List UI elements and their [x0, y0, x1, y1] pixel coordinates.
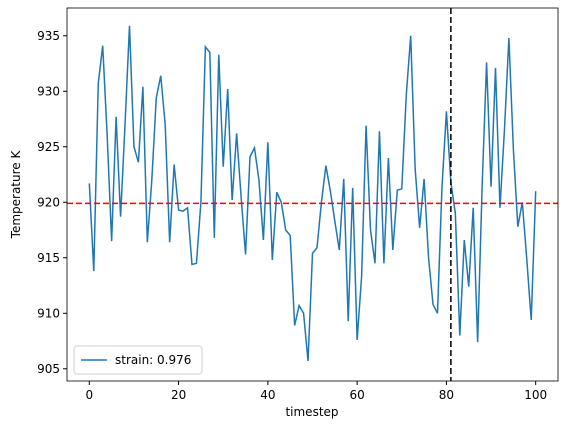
y-tick-label: 920: [37, 195, 60, 209]
x-axis-label: timestep: [285, 405, 338, 419]
y-axis-label: Temperature K: [9, 150, 23, 240]
legend-label: strain: 0.976: [115, 353, 191, 367]
x-tick-label: 0: [85, 388, 93, 402]
y-tick-label: 930: [37, 84, 60, 98]
y-tick-label: 915: [37, 251, 60, 265]
plot-frame: [66, 7, 559, 382]
legend: strain: 0.976: [73, 345, 203, 375]
data-line: [88, 25, 537, 362]
x-tick-label: 40: [260, 388, 275, 402]
y-tick-label: 910: [37, 306, 60, 320]
x-tick-label: 100: [524, 388, 547, 402]
legend-box: [73, 345, 203, 375]
y-tick-label: 935: [37, 29, 60, 43]
x-tick-label: 20: [171, 388, 186, 402]
x-tick-label: 80: [439, 388, 454, 402]
x-tick-label: 60: [349, 388, 364, 402]
y-tick-label: 925: [37, 140, 60, 154]
y-tick-label: 905: [37, 362, 60, 376]
